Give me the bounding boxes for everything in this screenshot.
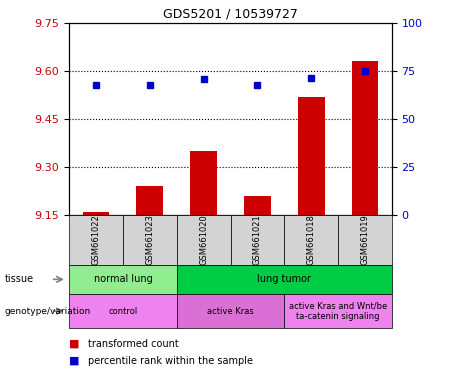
Text: active Kras and Wnt/be
ta-catenin signaling: active Kras and Wnt/be ta-catenin signal… [289,301,387,321]
Text: ■: ■ [69,356,80,366]
Bar [83,212,109,215]
Text: normal lung: normal lung [94,274,152,285]
Bar [351,61,378,215]
Text: control: control [108,306,137,316]
Bar [136,186,163,215]
Text: active Kras: active Kras [207,306,254,316]
Bar [190,151,217,215]
Text: GSM661023: GSM661023 [145,215,154,265]
Text: ■: ■ [69,339,80,349]
Bar [298,97,325,215]
Text: lung tumor: lung tumor [257,274,311,285]
Bar [244,196,271,215]
Text: GSM661020: GSM661020 [199,215,208,265]
Text: GSM661018: GSM661018 [307,215,316,265]
Text: tissue: tissue [5,274,34,285]
Text: GSM661021: GSM661021 [253,215,262,265]
Text: transformed count: transformed count [88,339,178,349]
Text: GSM661022: GSM661022 [92,215,100,265]
Text: GSM661019: GSM661019 [361,215,369,265]
Title: GDS5201 / 10539727: GDS5201 / 10539727 [163,7,298,20]
Text: percentile rank within the sample: percentile rank within the sample [88,356,253,366]
Text: genotype/variation: genotype/variation [5,306,91,316]
